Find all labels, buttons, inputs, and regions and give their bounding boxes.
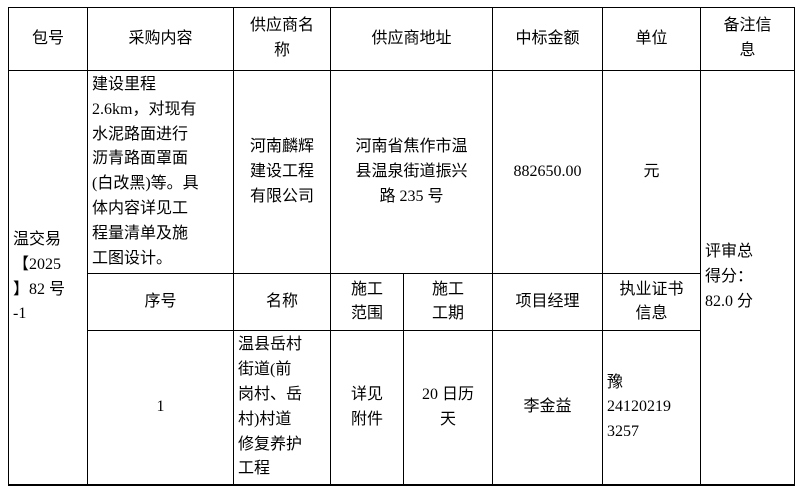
- header-supplier-name: 供应商名 称: [233, 7, 331, 71]
- cell-unit: 元: [602, 69, 702, 275]
- bid-result-table: 包号 采购内容 供应商名 称 供应商地址 中标金额 单位 备注信 息 温交易 【…: [8, 7, 796, 487]
- cell-scope: 详见 附件: [330, 330, 404, 486]
- cell-supplier-name: 河南麟辉 建设工程 有限公司: [233, 69, 331, 275]
- cell-duration: 20 日历 天: [402, 330, 494, 486]
- cell-cert: 豫 24120219 3257: [602, 330, 702, 486]
- header-remarks: 备注信 息: [700, 7, 796, 71]
- header-supplier-address: 供应商地址: [329, 7, 494, 71]
- cell-remarks: 评审总 得分： 82.0 分: [700, 70, 796, 486]
- header-row: 包号 采购内容 供应商名 称 供应商地址 中标金额 单位 备注信 息: [8, 7, 796, 71]
- subheader-scope: 施工 范围: [330, 273, 404, 332]
- cell-supplier-address: 河南省焦作市温 县温泉街道振兴 路 235 号: [329, 69, 494, 275]
- header-award-amount: 中标金额: [492, 7, 604, 71]
- subheader-name: 名称: [233, 273, 331, 332]
- cell-package-no: 温交易 【2025 】82 号 -1: [8, 70, 88, 486]
- cell-manager: 李金益: [492, 330, 604, 486]
- cell-award-amount: 882650.00: [492, 69, 604, 275]
- cell-project-name: 温县岳村 街道(前 岗村、岳 村)村道 修复养护 工程: [233, 330, 331, 486]
- main-data-row: 温交易 【2025 】82 号 -1 建设里程 2.6km，对现有 水泥路面进行…: [8, 69, 796, 486]
- detail-data-row: 1 温县岳村 街道(前 岗村、岳 村)村道 修复养护 工程 详见 附件 20 日…: [9, 330, 795, 486]
- subheader-seq: 序号: [87, 273, 234, 332]
- subheader-cert: 执业证书 信息: [602, 273, 702, 332]
- cell-seq: 1: [87, 330, 234, 486]
- cell-procurement-content: 建设里程 2.6km，对现有 水泥路面进行 沥青路面罩面 (白改黑)等。具 体内…: [87, 69, 234, 275]
- header-procurement-content: 采购内容: [87, 7, 234, 71]
- subheader-duration: 施工 工期: [402, 273, 494, 332]
- subheader-manager: 项目经理: [492, 273, 604, 332]
- sub-header-row: 序号 名称 施工 范围 施工 工期 项目经理 执业证书 信息: [9, 273, 795, 332]
- header-unit: 单位: [602, 7, 702, 71]
- header-package-no: 包号: [8, 7, 88, 71]
